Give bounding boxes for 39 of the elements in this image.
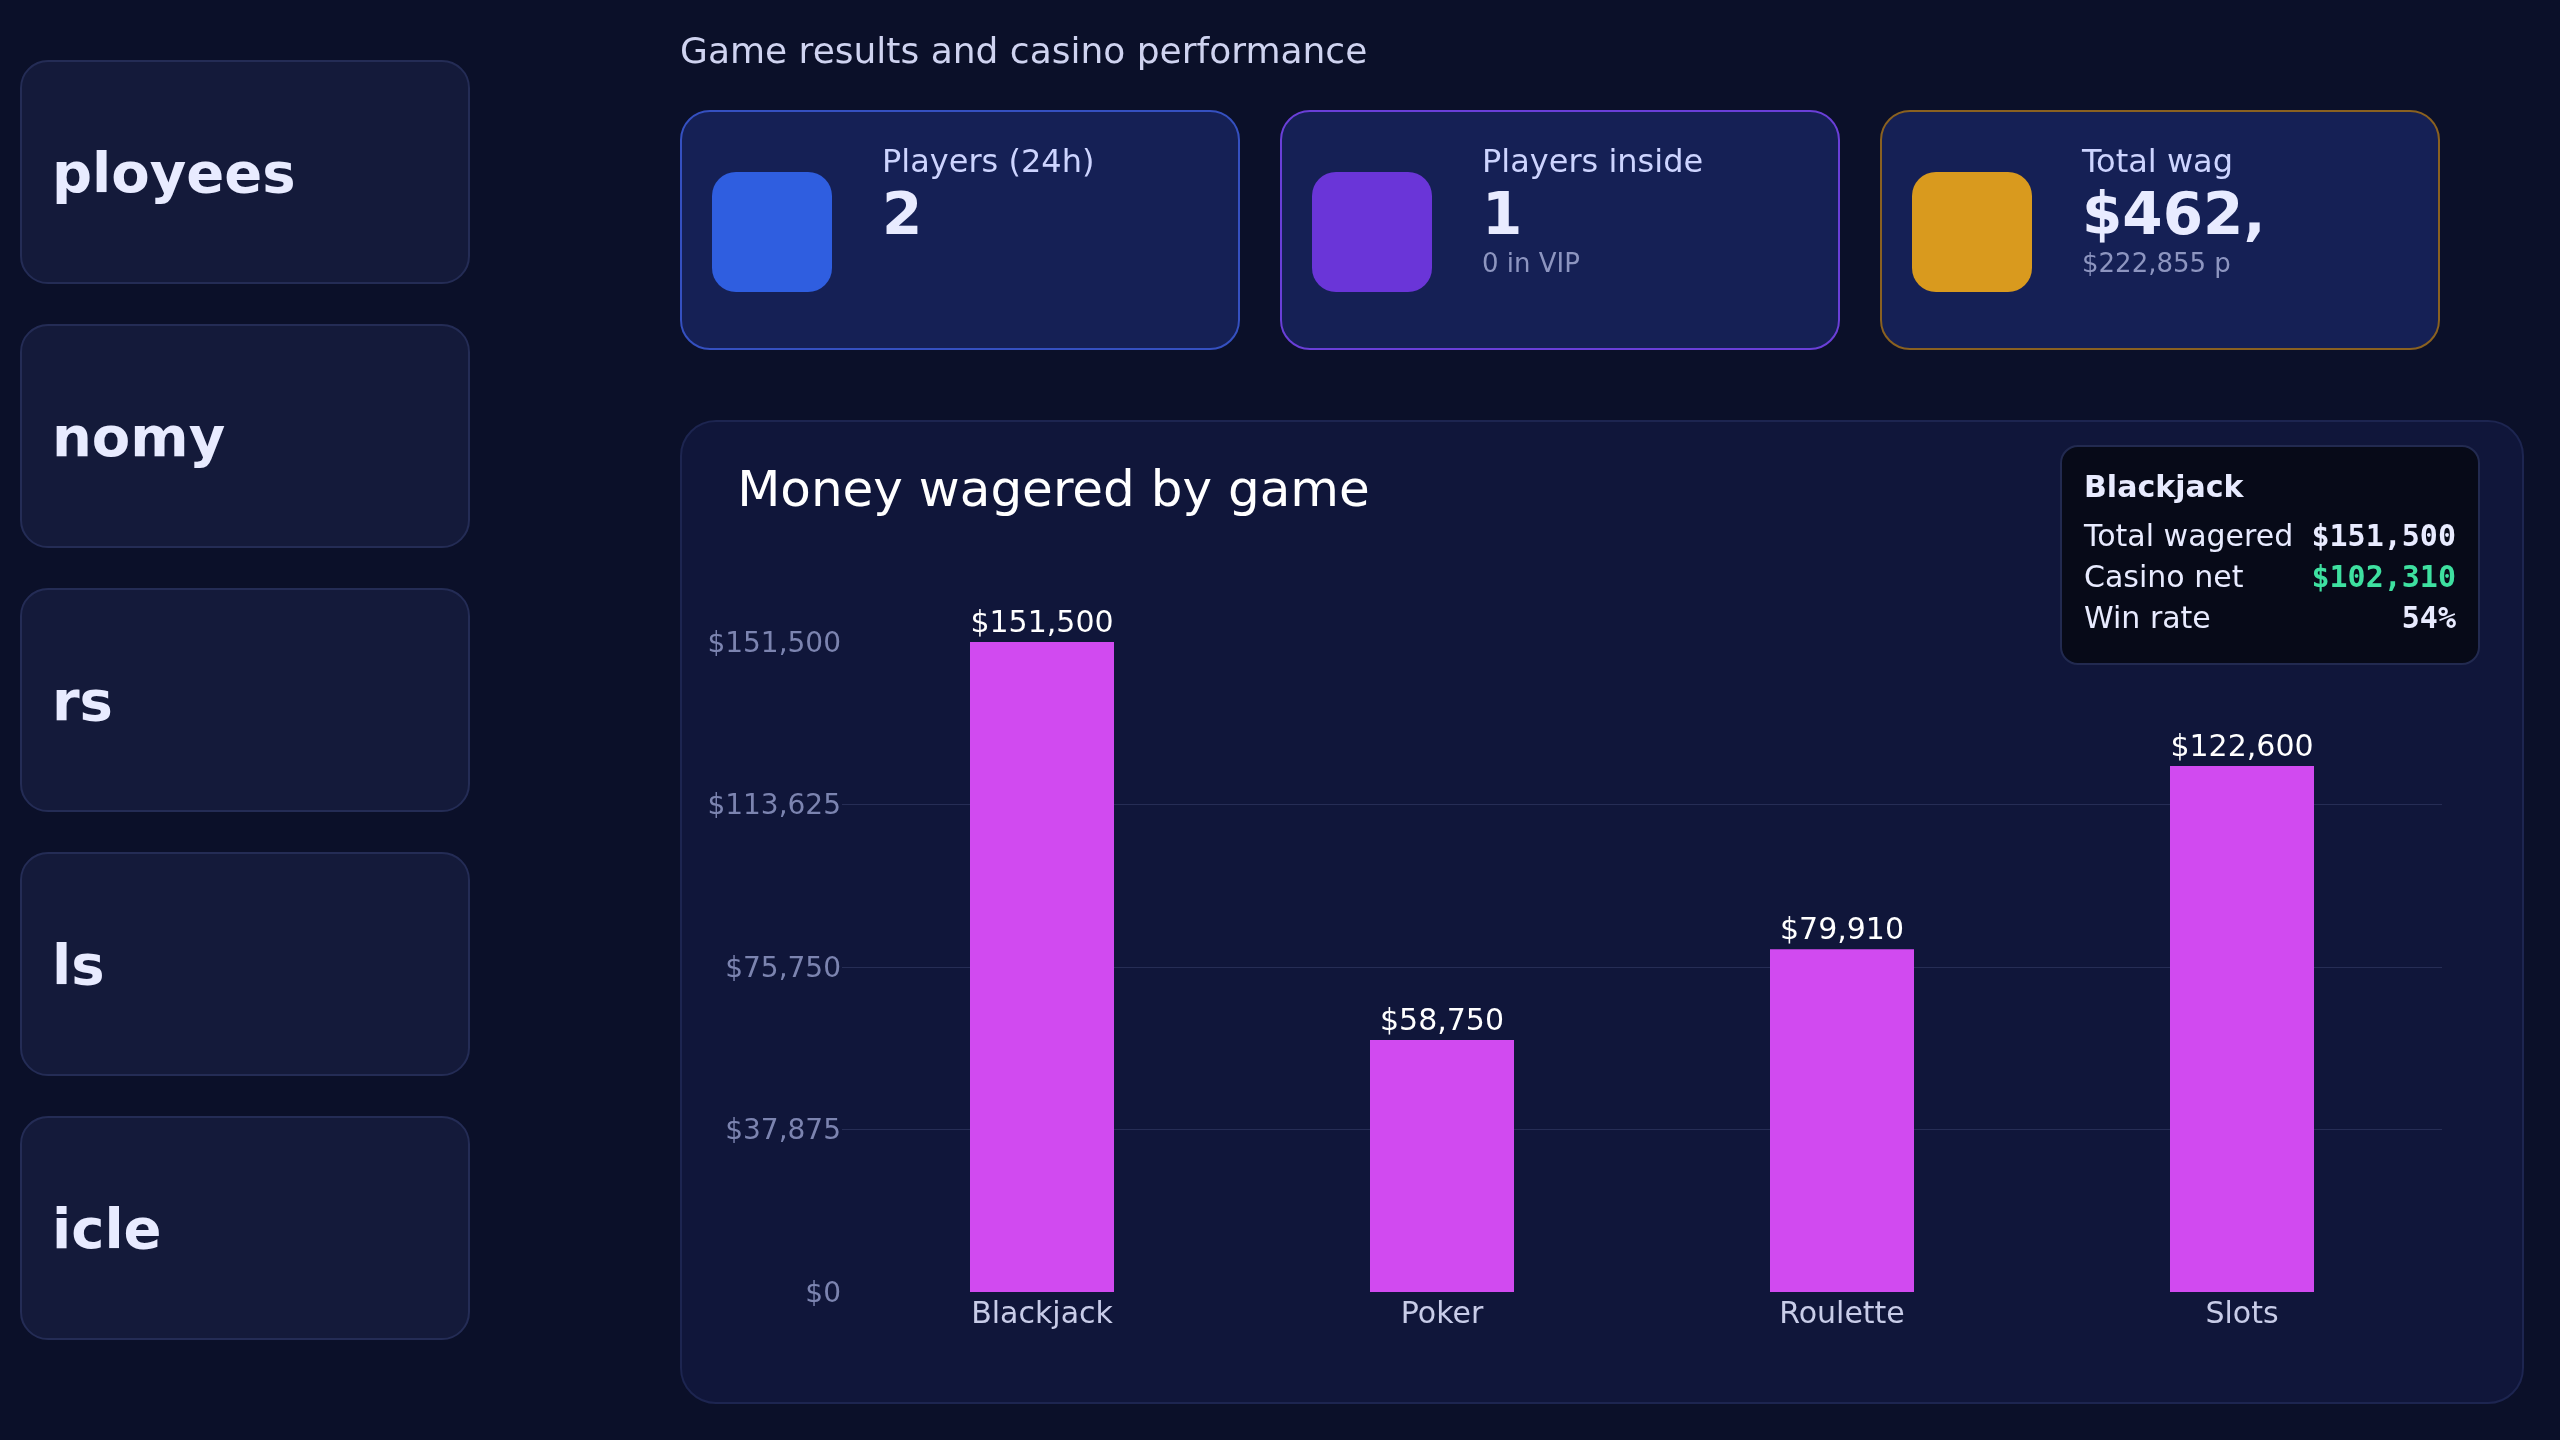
data-label: $79,910 (1779, 911, 1905, 947)
bar (1370, 1039, 1514, 1292)
bar (2170, 765, 2314, 1292)
x-tick-label: Blackjack (971, 1295, 1114, 1330)
text: $102,310 (2311, 559, 2456, 594)
text: Players (24h) (882, 142, 1096, 180)
text: Total wagered (2084, 518, 2294, 553)
text: Blackjack (2084, 469, 2245, 504)
data-label: $151,500 (970, 604, 1114, 639)
text: Total wag (2082, 142, 2234, 180)
text: Win rate (2084, 600, 2211, 635)
chart-subtitle: Game results and casino performance (680, 30, 1368, 71)
data-label: $122,600 (2170, 727, 2314, 763)
x-tick-label: Roulette (1779, 1295, 1905, 1330)
text: rs (20, 588, 470, 812)
text: ployees (20, 60, 470, 284)
text: Casino net (2084, 559, 2244, 594)
text: 54% (2401, 600, 2456, 635)
text: $462, (2082, 180, 2267, 248)
y-tick-label: $0 (805, 1275, 841, 1309)
text: 1 (1482, 180, 1524, 248)
y-tick-label: $113,625 (707, 788, 841, 822)
data-label: $58,750 (1379, 1001, 1505, 1037)
x-tick-label: Slots (2205, 1295, 2279, 1330)
text: $222,855 p (2082, 248, 2232, 278)
y-tick-label: $151,500 (707, 625, 841, 659)
bar (1770, 949, 1914, 1292)
bar (970, 642, 1114, 1292)
x-tick-label: Poker (1400, 1295, 1484, 1330)
text: ls (20, 852, 470, 1076)
text: $151,500 (2311, 518, 2456, 553)
text: 0 in VIP (1482, 248, 1581, 278)
text: Players inside (1482, 142, 1705, 180)
chart-title: Money wagered by game (737, 460, 1370, 518)
text: nomy (20, 324, 470, 548)
text: 2 (882, 180, 924, 248)
text: icle (20, 1116, 470, 1340)
y-tick-label: $37,875 (725, 1113, 841, 1147)
y-tick-label: $75,750 (725, 950, 841, 984)
